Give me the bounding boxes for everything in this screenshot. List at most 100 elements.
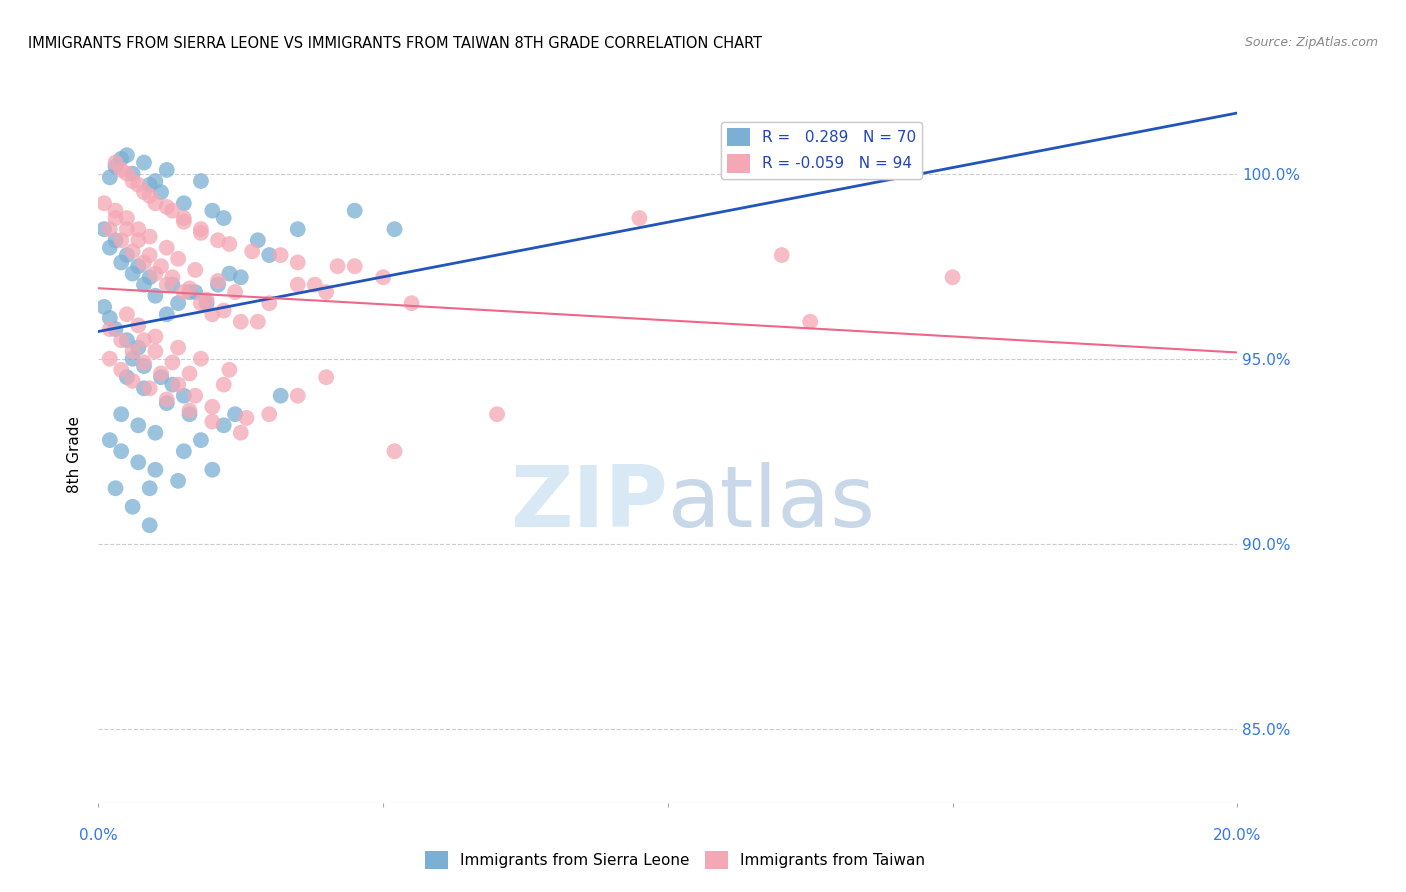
Point bbox=[121, 167, 143, 181]
Point bbox=[212, 377, 235, 392]
Point bbox=[162, 377, 184, 392]
Point bbox=[104, 481, 127, 495]
Point bbox=[98, 433, 121, 447]
Legend: Immigrants from Sierra Leone, Immigrants from Taiwan: Immigrants from Sierra Leone, Immigrants… bbox=[419, 845, 931, 875]
Point bbox=[104, 233, 127, 247]
Point bbox=[246, 315, 269, 329]
Point bbox=[799, 315, 821, 329]
Point bbox=[98, 170, 121, 185]
Point bbox=[132, 255, 155, 269]
Point bbox=[138, 189, 160, 203]
Point bbox=[287, 389, 309, 403]
Point bbox=[127, 418, 149, 433]
Point bbox=[384, 444, 406, 458]
Point bbox=[156, 163, 179, 178]
Point bbox=[207, 274, 229, 288]
Point bbox=[132, 185, 155, 199]
Point bbox=[145, 463, 167, 477]
Point bbox=[246, 233, 269, 247]
Point bbox=[235, 411, 257, 425]
Point bbox=[104, 322, 127, 336]
Point bbox=[190, 433, 212, 447]
Point bbox=[167, 296, 190, 310]
Point bbox=[384, 222, 406, 236]
Text: 0.0%: 0.0% bbox=[79, 828, 118, 843]
Point bbox=[138, 229, 160, 244]
Point bbox=[115, 222, 138, 236]
Point bbox=[98, 241, 121, 255]
Point bbox=[212, 211, 235, 225]
Point bbox=[132, 355, 155, 369]
Point bbox=[184, 263, 207, 277]
Point bbox=[259, 296, 281, 310]
Point bbox=[156, 392, 179, 407]
Point bbox=[98, 310, 121, 325]
Point bbox=[145, 267, 167, 281]
Point bbox=[127, 455, 149, 469]
Point bbox=[179, 407, 201, 421]
Point bbox=[343, 259, 366, 273]
Point bbox=[138, 248, 160, 262]
Point bbox=[229, 315, 252, 329]
Point bbox=[207, 277, 229, 292]
Point bbox=[315, 285, 337, 299]
Text: IMMIGRANTS FROM SIERRA LEONE VS IMMIGRANTS FROM TAIWAN 8TH GRADE CORRELATION CHA: IMMIGRANTS FROM SIERRA LEONE VS IMMIGRAN… bbox=[28, 36, 762, 51]
Point bbox=[132, 359, 155, 373]
Point bbox=[121, 500, 143, 514]
Point bbox=[212, 303, 235, 318]
Point bbox=[184, 285, 207, 299]
Point bbox=[127, 259, 149, 273]
Point bbox=[179, 281, 201, 295]
Point bbox=[115, 248, 138, 262]
Point bbox=[132, 155, 155, 169]
Point bbox=[93, 300, 115, 314]
Point bbox=[104, 159, 127, 173]
Point bbox=[138, 518, 160, 533]
Point bbox=[110, 233, 132, 247]
Point bbox=[371, 270, 394, 285]
Point bbox=[190, 296, 212, 310]
Point bbox=[132, 277, 155, 292]
Point bbox=[240, 244, 263, 259]
Point bbox=[115, 370, 138, 384]
Point bbox=[127, 318, 149, 333]
Point bbox=[201, 415, 224, 429]
Point bbox=[110, 444, 132, 458]
Point bbox=[138, 381, 160, 395]
Point bbox=[173, 196, 195, 211]
Point bbox=[150, 259, 173, 273]
Text: Source: ZipAtlas.com: Source: ZipAtlas.com bbox=[1244, 36, 1378, 49]
Point bbox=[121, 344, 143, 359]
Point bbox=[115, 333, 138, 347]
Point bbox=[167, 252, 190, 266]
Point bbox=[104, 155, 127, 169]
Point bbox=[167, 474, 190, 488]
Point bbox=[115, 307, 138, 321]
Point bbox=[401, 296, 423, 310]
Point bbox=[184, 389, 207, 403]
Point bbox=[121, 374, 143, 388]
Point bbox=[287, 255, 309, 269]
Point bbox=[115, 148, 138, 162]
Point bbox=[115, 211, 138, 225]
Point bbox=[770, 248, 793, 262]
Point bbox=[145, 289, 167, 303]
Point bbox=[201, 203, 224, 218]
Point bbox=[145, 425, 167, 440]
Point bbox=[201, 307, 224, 321]
Point bbox=[127, 341, 149, 355]
Point bbox=[173, 389, 195, 403]
Point bbox=[115, 167, 138, 181]
Point bbox=[98, 351, 121, 366]
Point bbox=[132, 381, 155, 395]
Point bbox=[121, 351, 143, 366]
Point bbox=[104, 211, 127, 225]
Point bbox=[110, 163, 132, 178]
Point bbox=[167, 341, 190, 355]
Point bbox=[628, 211, 651, 225]
Point bbox=[287, 277, 309, 292]
Point bbox=[138, 481, 160, 495]
Point bbox=[110, 152, 132, 166]
Y-axis label: 8th Grade: 8th Grade bbox=[67, 417, 83, 493]
Point bbox=[110, 333, 132, 347]
